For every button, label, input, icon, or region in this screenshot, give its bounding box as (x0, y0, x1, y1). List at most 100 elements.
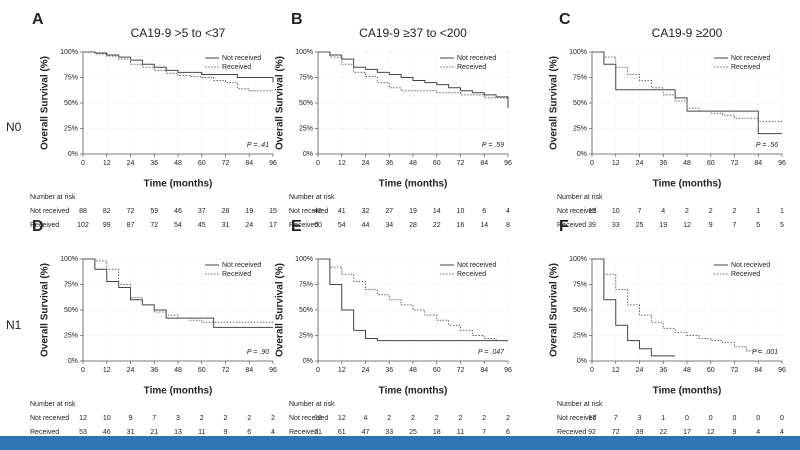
risk-count: 19 (245, 208, 253, 215)
x-tick-label: 24 (362, 160, 370, 167)
p-value: P = .047 (478, 349, 505, 356)
risk-count: 11 (457, 429, 464, 436)
survival-curve (83, 258, 273, 328)
risk-count: 99 (103, 222, 111, 229)
risk-count: 12 (707, 429, 715, 436)
survival-curve (592, 258, 759, 353)
risk-count: 46 (103, 429, 111, 436)
risk-count: 7 (638, 208, 642, 215)
risk-count: 0 (709, 415, 713, 422)
risk-row-label: Not received (30, 415, 69, 422)
x-tick-label: 84 (754, 160, 762, 167)
x-tick-label: 48 (409, 160, 417, 167)
y-tick-label: 0% (68, 358, 78, 365)
x-tick-label: 12 (612, 160, 620, 167)
survival-curve (592, 51, 782, 135)
risk-count: 44 (362, 222, 370, 229)
x-tick-label: 96 (778, 367, 786, 374)
x-tick-label: 48 (174, 367, 182, 374)
x-tick-label: 48 (683, 160, 691, 167)
risk-count: 53 (79, 429, 87, 436)
x-tick-label: 12 (103, 367, 111, 374)
x-tick-label: 36 (150, 160, 158, 167)
x-tick-label: 12 (338, 160, 346, 167)
risk-count: 17 (588, 415, 596, 422)
x-tick-label: 84 (245, 367, 253, 374)
y-axis-label: Overall Survival (%) (40, 56, 51, 150)
x-tick-label: 60 (433, 160, 441, 167)
legend-label: Received (222, 271, 251, 278)
panel-title: CA19-9 ≥200 (652, 26, 723, 40)
panel-title: CA19-9 ≥37 to <200 (359, 26, 467, 40)
x-tick-label: 36 (659, 160, 667, 167)
panel-letter: A (32, 11, 44, 28)
survival-curve (318, 258, 508, 342)
y-tick-label: 50% (64, 100, 78, 107)
x-tick-label: 60 (198, 160, 206, 167)
risk-count: 72 (127, 208, 135, 215)
risk-count: 71 (314, 429, 322, 436)
legend-label: Not received (222, 55, 261, 62)
x-axis-label: Time (months) (144, 386, 213, 397)
risk-count: 15 (588, 208, 596, 215)
x-tick-label: 72 (731, 367, 739, 374)
risk-count: 47 (362, 429, 370, 436)
p-value: P = .59 (482, 142, 504, 149)
y-tick-label: 50% (299, 307, 313, 314)
risk-count: 2 (387, 415, 391, 422)
risk-count: 3 (638, 415, 642, 422)
risk-count: 1 (756, 208, 760, 215)
risk-row-label: Not received (30, 208, 69, 215)
risk-count: 6 (506, 429, 510, 436)
y-axis-label: Overall Survival (%) (549, 263, 560, 357)
risk-count: 4 (364, 415, 368, 422)
risk-count: 9 (129, 415, 133, 422)
risk-row-label: Received (289, 429, 318, 436)
x-tick-label: 72 (457, 367, 465, 374)
risk-count: 31 (222, 222, 230, 229)
risk-count: 5 (756, 222, 760, 229)
risk-count: 18 (433, 429, 441, 436)
risk-table-title: Number at risk (30, 194, 76, 201)
risk-row-label: Received (30, 429, 59, 436)
y-tick-label: 100% (569, 256, 587, 263)
risk-row-label: Not received (289, 208, 328, 215)
x-tick-label: 36 (150, 367, 158, 374)
risk-count: 102 (77, 222, 89, 229)
risk-row-label: Not received (557, 208, 596, 215)
risk-count: 22 (659, 429, 667, 436)
risk-row-label: Received (557, 429, 586, 436)
risk-row-label: Not received (557, 415, 596, 422)
y-tick-label: 100% (60, 49, 78, 56)
risk-count: 2 (506, 415, 510, 422)
risk-count: 72 (612, 429, 620, 436)
legend-label: Not received (457, 55, 496, 62)
x-axis-label: Time (months) (653, 386, 722, 397)
risk-count: 1 (780, 208, 784, 215)
risk-count: 0 (685, 415, 689, 422)
risk-count: 9 (709, 222, 713, 229)
risk-count: 33 (612, 222, 620, 229)
x-tick-label: 84 (754, 367, 762, 374)
y-axis-label: Overall Survival (%) (275, 56, 286, 150)
x-tick-label: 96 (778, 160, 786, 167)
risk-count: 92 (588, 429, 596, 436)
risk-table-title: Number at risk (30, 401, 76, 408)
risk-count: 60 (314, 222, 322, 229)
x-tick-label: 12 (338, 367, 346, 374)
risk-count: 22 (433, 222, 441, 229)
risk-count: 5 (780, 222, 784, 229)
panel-title: CA19-9 >5 to <37 (131, 26, 226, 40)
y-tick-label: 50% (573, 307, 587, 314)
x-tick-label: 0 (316, 160, 320, 167)
y-tick-label: 100% (569, 49, 587, 56)
risk-count: 0 (733, 415, 737, 422)
risk-count: 6 (482, 208, 486, 215)
x-tick-label: 72 (731, 160, 739, 167)
risk-count: 28 (409, 222, 417, 229)
risk-count: 9 (733, 429, 737, 436)
x-tick-label: 96 (504, 367, 512, 374)
y-tick-label: 75% (573, 74, 587, 81)
risk-count: 2 (200, 415, 204, 422)
risk-count: 59 (150, 208, 158, 215)
